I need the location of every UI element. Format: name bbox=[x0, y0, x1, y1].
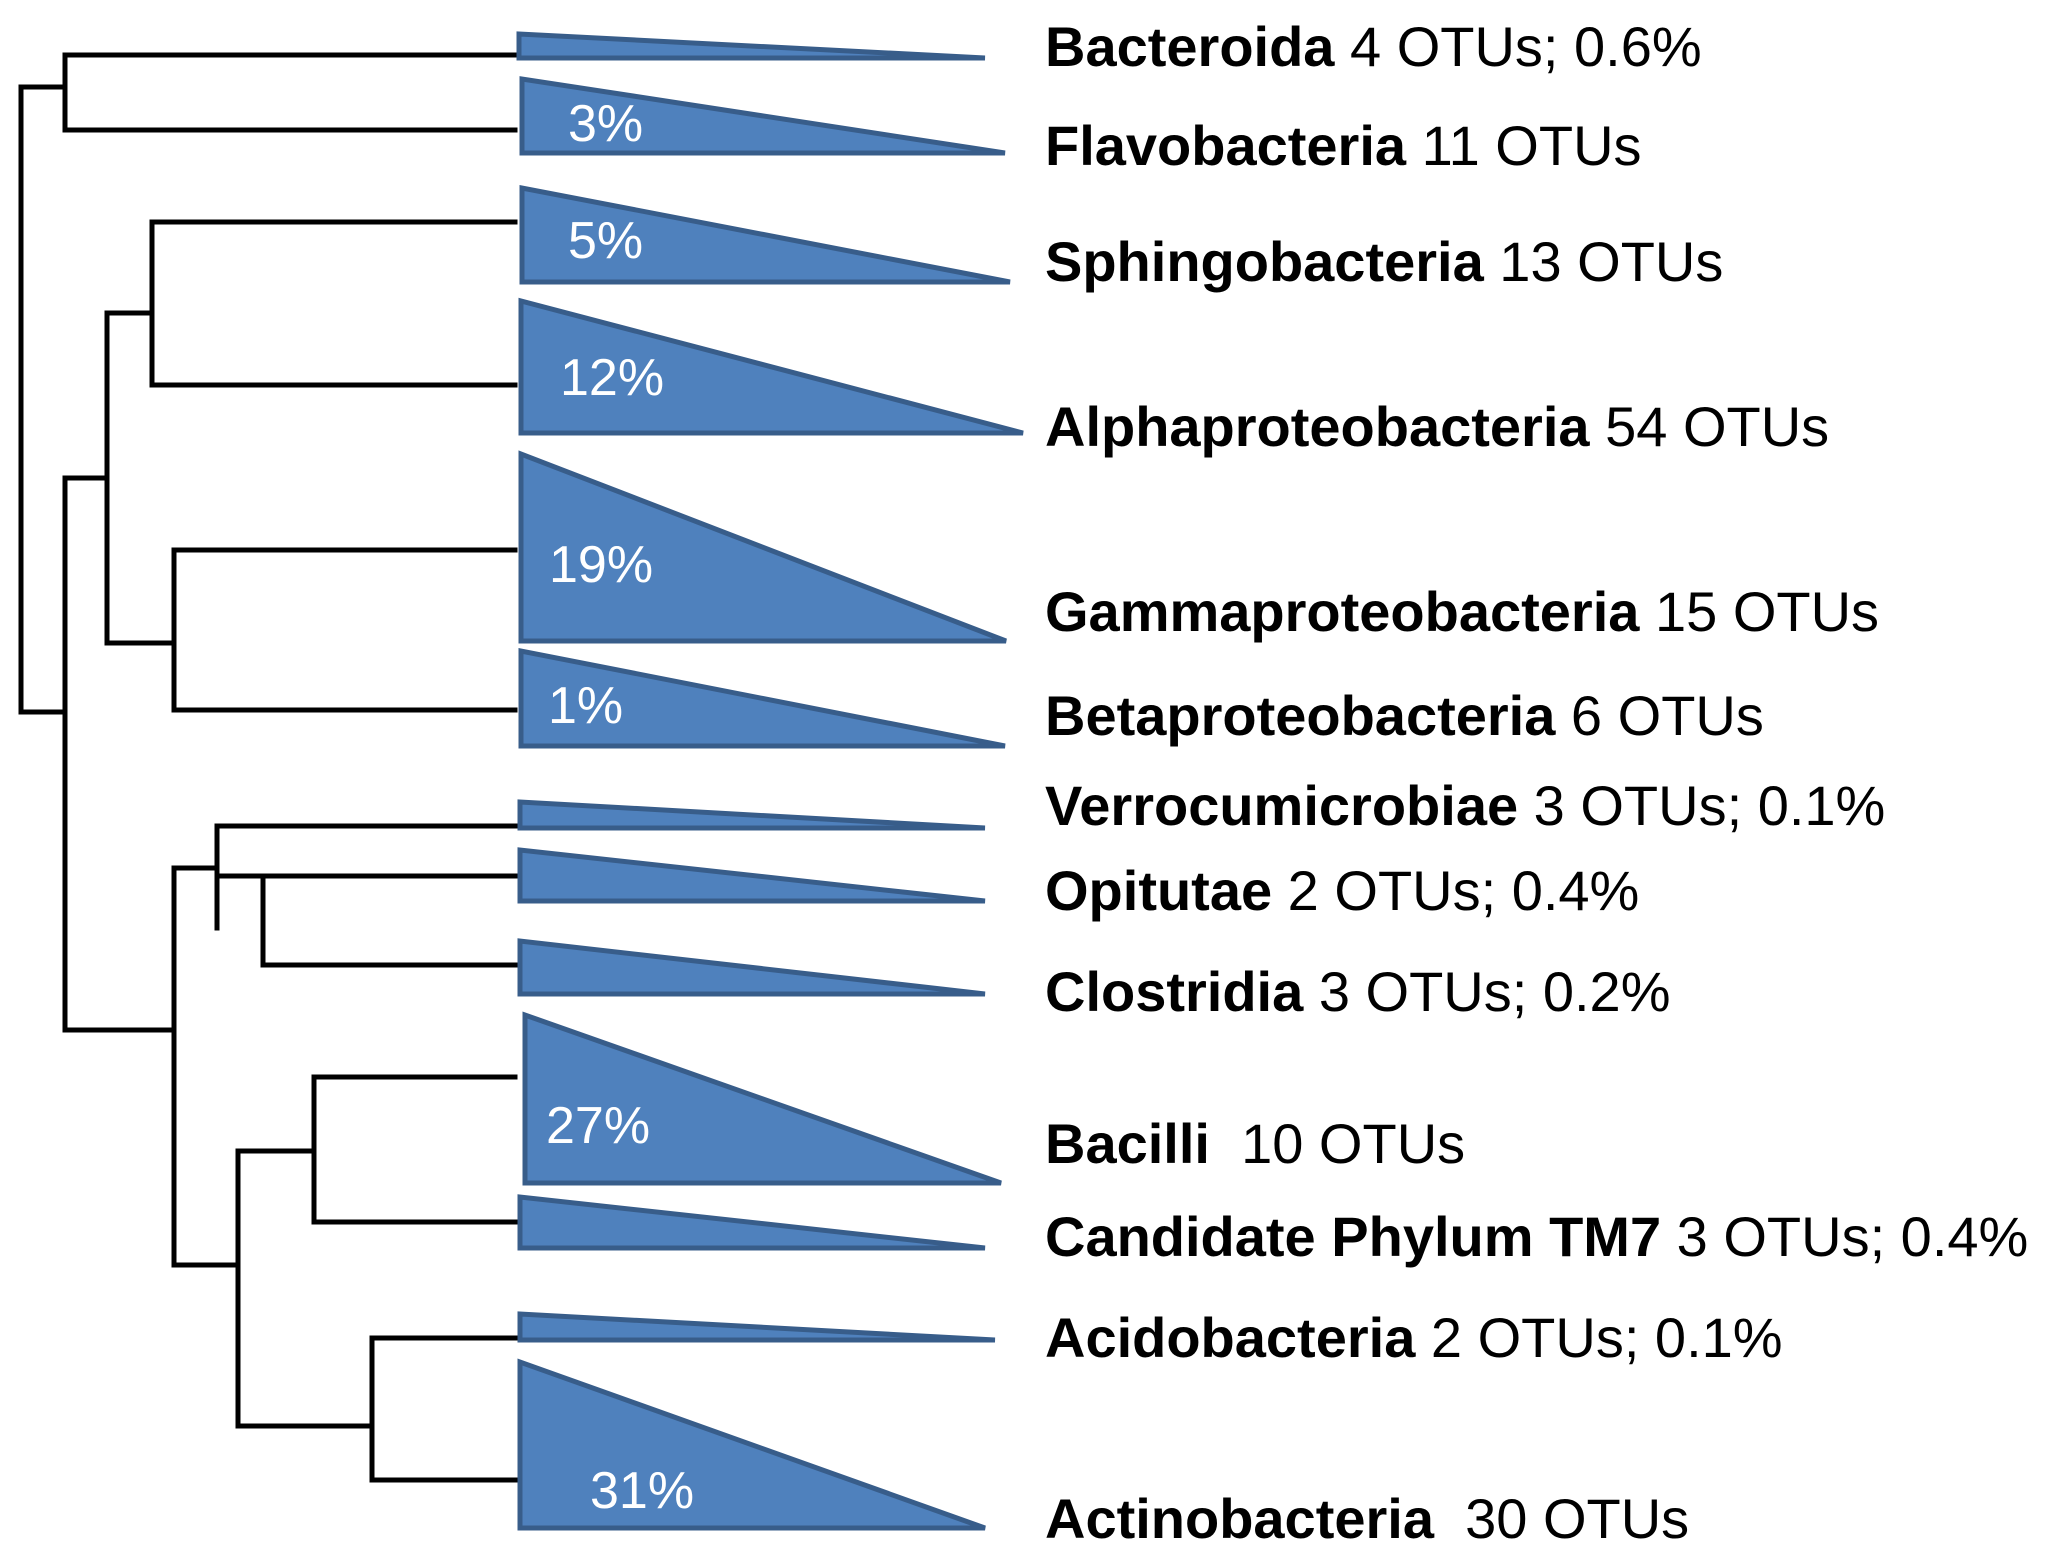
label-clostridia: Clostridia 3 OTUs; 0.2% bbox=[1045, 960, 1671, 1023]
clade-triangle-sphingobacteria bbox=[519, 184, 1011, 285]
label-gammaproteobacteria: Gammaproteobacteria 15 OTUs bbox=[1045, 580, 1879, 643]
percent-labels: 3% 5% 12% 19% 1% 27% 31% bbox=[546, 95, 694, 1520]
label-actinobacteria: Actinobacteria 30 OTUs bbox=[1045, 1487, 1689, 1550]
clade-triangle-alphaproteobacteria bbox=[518, 297, 1024, 436]
clade-triangle-betaproteobacteria bbox=[518, 647, 1006, 749]
clade-triangle-bacteroida bbox=[516, 31, 986, 61]
label-betaproteobacteria: Betaproteobacteria 6 OTUs bbox=[1045, 684, 1764, 747]
percent-sphingobacteria: 5% bbox=[568, 212, 643, 270]
clade-triangle-actinobacteria bbox=[517, 1358, 986, 1531]
label-tm7: Candidate Phylum TM7 3 OTUs; 0.4% bbox=[1045, 1205, 2028, 1268]
clade-triangle-opitutae bbox=[517, 847, 986, 904]
label-alphaproteobacteria: Alphaproteobacteria 54 OTUs bbox=[1045, 395, 1829, 458]
percent-betaproteobacteria: 1% bbox=[548, 677, 623, 735]
label-acidobacteria: Acidobacteria 2 OTUs; 0.1% bbox=[1045, 1306, 1783, 1369]
percent-actinobacteria: 31% bbox=[590, 1462, 694, 1520]
clade-triangle-verrocumicrobiae bbox=[517, 799, 986, 831]
taxon-labels: Bacteroida 4 OTUs; 0.6% Flavobacteria 11… bbox=[1045, 15, 2028, 1550]
label-flavobacteria: Flavobacteria 11 OTUs bbox=[1045, 114, 1642, 177]
percent-alphaproteobacteria: 12% bbox=[560, 349, 664, 407]
label-bacteroida: Bacteroida 4 OTUs; 0.6% bbox=[1045, 15, 1702, 78]
tree-branches bbox=[18, 52, 518, 1483]
percent-gammaproteobacteria: 19% bbox=[549, 536, 653, 594]
collapsed-clades bbox=[516, 31, 1024, 1531]
label-verrocumicrobiae: Verrocumicrobiae 3 OTUs; 0.1% bbox=[1045, 774, 1885, 837]
clade-triangle-clostridia bbox=[517, 938, 986, 997]
label-sphingobacteria: Sphingobacteria 13 OTUs bbox=[1045, 230, 1723, 293]
label-opitutae: Opitutae 2 OTUs; 0.4% bbox=[1045, 859, 1639, 922]
percent-flavobacteria: 3% bbox=[568, 95, 643, 153]
clade-triangle-acidobacteria bbox=[517, 1311, 996, 1343]
percent-bacilli: 27% bbox=[546, 1097, 650, 1155]
clade-triangle-flavobacteria bbox=[519, 76, 1006, 156]
clade-triangle-tm7 bbox=[517, 1194, 986, 1251]
clade-triangle-gammaproteobacteria bbox=[518, 450, 1007, 644]
label-bacilli: Bacilli 10 OTUs bbox=[1045, 1112, 1465, 1175]
clade-triangle-bacilli bbox=[522, 1011, 1002, 1186]
